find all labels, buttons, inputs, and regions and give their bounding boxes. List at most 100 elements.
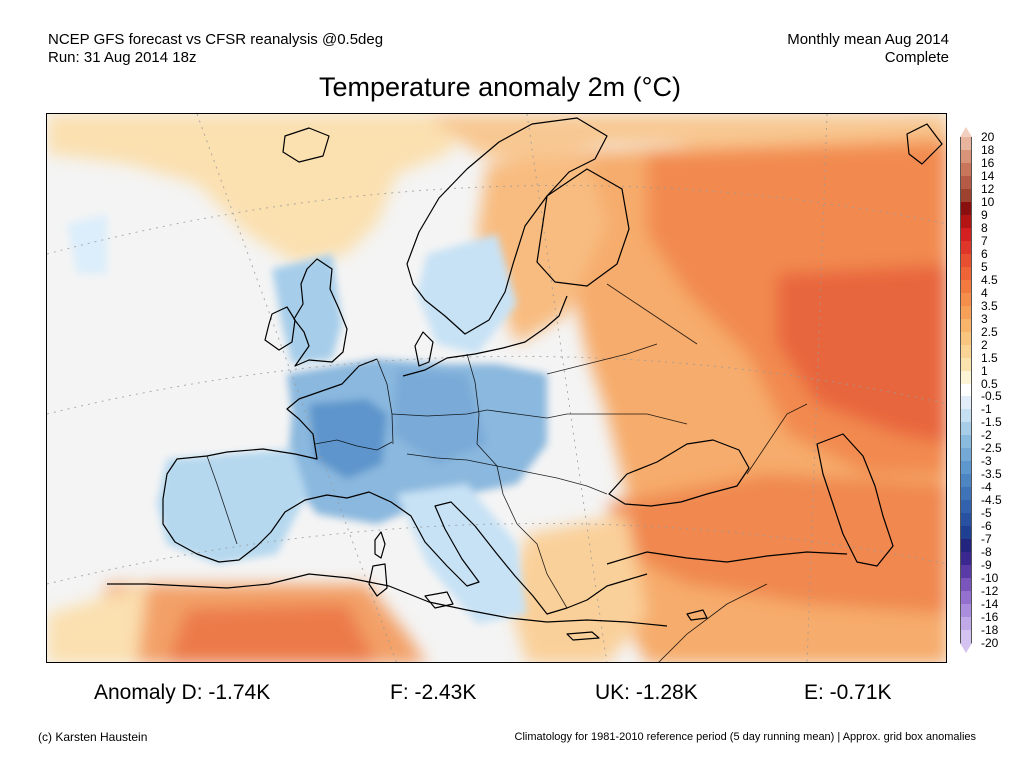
anomaly-europe: E: -0.71K: [804, 681, 892, 704]
colorbar-swatch: [960, 305, 972, 320]
colorbar-swatch: [960, 201, 972, 216]
colorbar-label: -4.5: [981, 493, 1002, 508]
colorbar-swatch: [960, 162, 972, 177]
colorbar-label: 1.5: [981, 350, 998, 365]
colorbar-swatches: [957, 127, 975, 653]
cool-central-europe-core: [392, 369, 487, 464]
colorbar-label: -3.5: [981, 467, 1002, 482]
warm-north-atlantic: [47, 114, 477, 264]
colorbar-label: -16: [981, 610, 999, 625]
period-label: Monthly mean Aug 2014: [787, 31, 949, 48]
colorbar-swatch: [960, 357, 972, 372]
header-left: NCEP GFS forecast vs CFSR reanalysis @0.…: [48, 31, 383, 67]
coastline-ireland: [264, 306, 296, 351]
hot-anatolia: [607, 474, 946, 614]
colorbar-label: 7: [981, 233, 988, 248]
colorbar-label: 8: [981, 220, 988, 235]
colorbar-swatch: [960, 526, 972, 540]
colorbar-swatch: [960, 435, 972, 449]
cool-british-isles: [272, 254, 342, 364]
colorbar-swatch: [960, 461, 972, 475]
colorbar-label: 4.5: [981, 272, 998, 287]
colorbar-swatch: [960, 396, 972, 411]
cool-italy-balkans: [397, 484, 527, 624]
model-description: NCEP GFS forecast vs CFSR reanalysis @0.…: [48, 31, 384, 48]
coastline-sicily: [424, 591, 454, 609]
coastline-scandinavia: [406, 117, 608, 335]
colorbar-label: -4: [981, 480, 992, 495]
borders: [206, 283, 808, 662]
coastline-novaya-zemlya: [906, 123, 943, 165]
map-canvas: [47, 114, 946, 662]
colorbar-label: -2: [981, 428, 992, 443]
colorbar-bottom-arrow: [960, 643, 972, 653]
colorbar-swatch: [960, 383, 972, 398]
cool-greenland-patch: [67, 214, 107, 274]
colorbar-label: 20: [981, 130, 995, 144]
colorbar-swatch: [960, 617, 972, 631]
coldest-france-core: [309, 399, 387, 479]
colorbar-swatch: [960, 344, 972, 359]
coastline-crete: [566, 631, 600, 641]
colorbar-label: 16: [981, 155, 995, 170]
colorbar-swatch: [960, 318, 972, 333]
colorbar-swatch: [960, 227, 972, 242]
colorbar-swatch: [960, 474, 972, 488]
status-label: Complete: [884, 49, 949, 66]
colorbar-top-arrow: [960, 127, 972, 137]
colorbar-label: -0.5: [981, 389, 1002, 404]
colorbar-swatch: [960, 149, 972, 164]
copyright-text: (c) Karsten Haustein: [38, 730, 148, 744]
coastline-great-britain: [293, 258, 348, 367]
coastlines: [107, 117, 943, 641]
coastline-mainland-west: [162, 358, 648, 615]
colorbar-label: 4: [981, 285, 988, 300]
run-info: Run: 31 Aug 2014 18z: [48, 49, 197, 66]
colorbar-swatch: [960, 565, 972, 579]
coastline-caspian: [816, 433, 894, 567]
colorbar-label: 5: [981, 259, 988, 274]
coastline-sardinia: [368, 563, 388, 597]
colorbar: 20 18 16 14 12 10 9 8 7 6 5 4.5 4 3.5 3 2.5 2 1.5 1 0.5 -0.5…: [957, 127, 1021, 653]
colorbar-label: 2: [981, 337, 988, 352]
colorbar-label: -7: [981, 532, 992, 547]
coastline-denmark: [414, 331, 434, 367]
map-title: Temperature anomaly 2m (°C): [319, 72, 681, 102]
anomaly-uk: UK: -1.28K: [595, 681, 698, 704]
coastline-corsica: [374, 531, 386, 559]
coastline-baltic-south: [402, 295, 568, 377]
colorbar-swatch: [960, 487, 972, 501]
colorbar-label: -9: [981, 558, 992, 573]
anomaly-field: [47, 114, 946, 662]
colorbar-swatch: [960, 266, 972, 281]
colorbar-swatch: [960, 137, 972, 151]
anomaly-summary: Anomaly D: -1.74K F: -2.43K UK: -1.28K E…: [0, 681, 1024, 707]
colorbar-label: -3: [981, 454, 992, 469]
colorbar-label: -8: [981, 545, 992, 560]
colorbar-swatch: [960, 240, 972, 255]
colorbar-label: 9: [981, 207, 988, 222]
cool-iberia: [157, 449, 307, 564]
coastline-finland: [536, 168, 630, 287]
colorbar-swatch: [960, 604, 972, 618]
hot-sahara-patch: [167, 604, 376, 662]
colorbar-label: 12: [981, 181, 995, 196]
anomaly-germany: Anomaly D: -1.74K: [94, 681, 271, 704]
colorbar-label: 14: [981, 168, 995, 183]
cool-scandinavia: [417, 234, 517, 354]
colorbar-swatch: [960, 513, 972, 527]
colorbar-swatch: [960, 500, 972, 514]
colorbar-label: -10: [981, 571, 999, 586]
colorbar-swatch: [960, 422, 972, 436]
colorbar-swatch: [960, 214, 972, 229]
warm-mediterranean-east: [507, 514, 647, 662]
colorbar-swatch: [960, 630, 972, 644]
colorbar-swatch: [960, 552, 972, 566]
colorbar-label: 2.5: [981, 324, 998, 339]
colorbar-swatch: [960, 292, 972, 307]
colorbar-label: 6: [981, 246, 988, 261]
coastline-iceland: [282, 127, 330, 163]
colorbar-label: 18: [981, 142, 995, 157]
colorbar-label: -14: [981, 597, 999, 612]
climatology-note: Climatology for 1981-2010 reference peri…: [514, 731, 976, 743]
